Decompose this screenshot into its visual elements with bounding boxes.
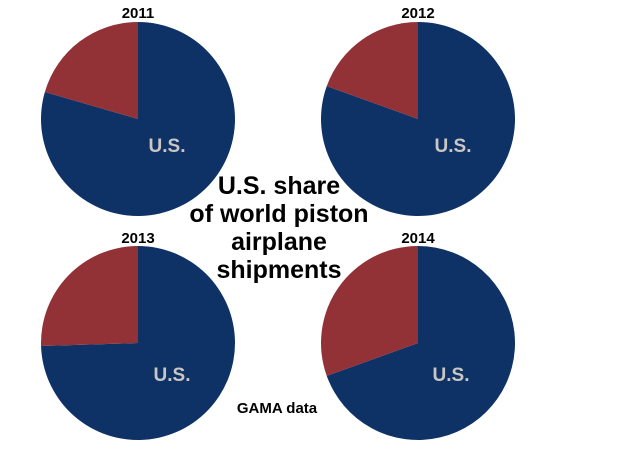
slice-us-2013 bbox=[41, 246, 235, 440]
slice-label-us-2012: U.S. bbox=[435, 136, 472, 157]
title-line-2: of world piston bbox=[189, 200, 368, 228]
slice-rest-2013 bbox=[40, 246, 138, 347]
slice-us-2011 bbox=[41, 22, 236, 217]
pie-2012: 2012 U.S. bbox=[320, 5, 515, 217]
slice-rest-2011 bbox=[44, 22, 138, 119]
slice-rest-2012 bbox=[326, 22, 418, 119]
pie-2011: 2011 U.S. bbox=[41, 5, 236, 217]
title-line-1: U.S. share bbox=[218, 172, 340, 200]
source-note: GAMA data bbox=[237, 400, 318, 417]
title-line-3: airplane bbox=[231, 228, 327, 256]
slice-label-us-2011: U.S. bbox=[149, 136, 186, 157]
slice-rest-2014 bbox=[321, 246, 418, 376]
slice-us-2012 bbox=[320, 22, 515, 217]
pie-title-2011: 2011 bbox=[122, 5, 155, 22]
chart-title: U.S. share of world piston airplane ship… bbox=[189, 172, 368, 284]
pie-2013: 2013 U.S. bbox=[40, 230, 235, 440]
slice-label-us-2014: U.S. bbox=[433, 365, 470, 386]
slice-label-us-2013: U.S. bbox=[154, 365, 191, 386]
pie-2014: 2014 U.S. bbox=[321, 230, 515, 441]
pies-group: 2011 U.S. 2012 U.S. 2013 U.S. 2014 U.S. bbox=[40, 5, 515, 441]
pie-title-2014: 2014 bbox=[401, 230, 435, 247]
slice-us-2014 bbox=[326, 246, 515, 441]
title-line-4: shipments bbox=[216, 256, 341, 284]
pie-title-2012: 2012 bbox=[401, 5, 434, 22]
pie-title-2013: 2013 bbox=[121, 230, 154, 247]
